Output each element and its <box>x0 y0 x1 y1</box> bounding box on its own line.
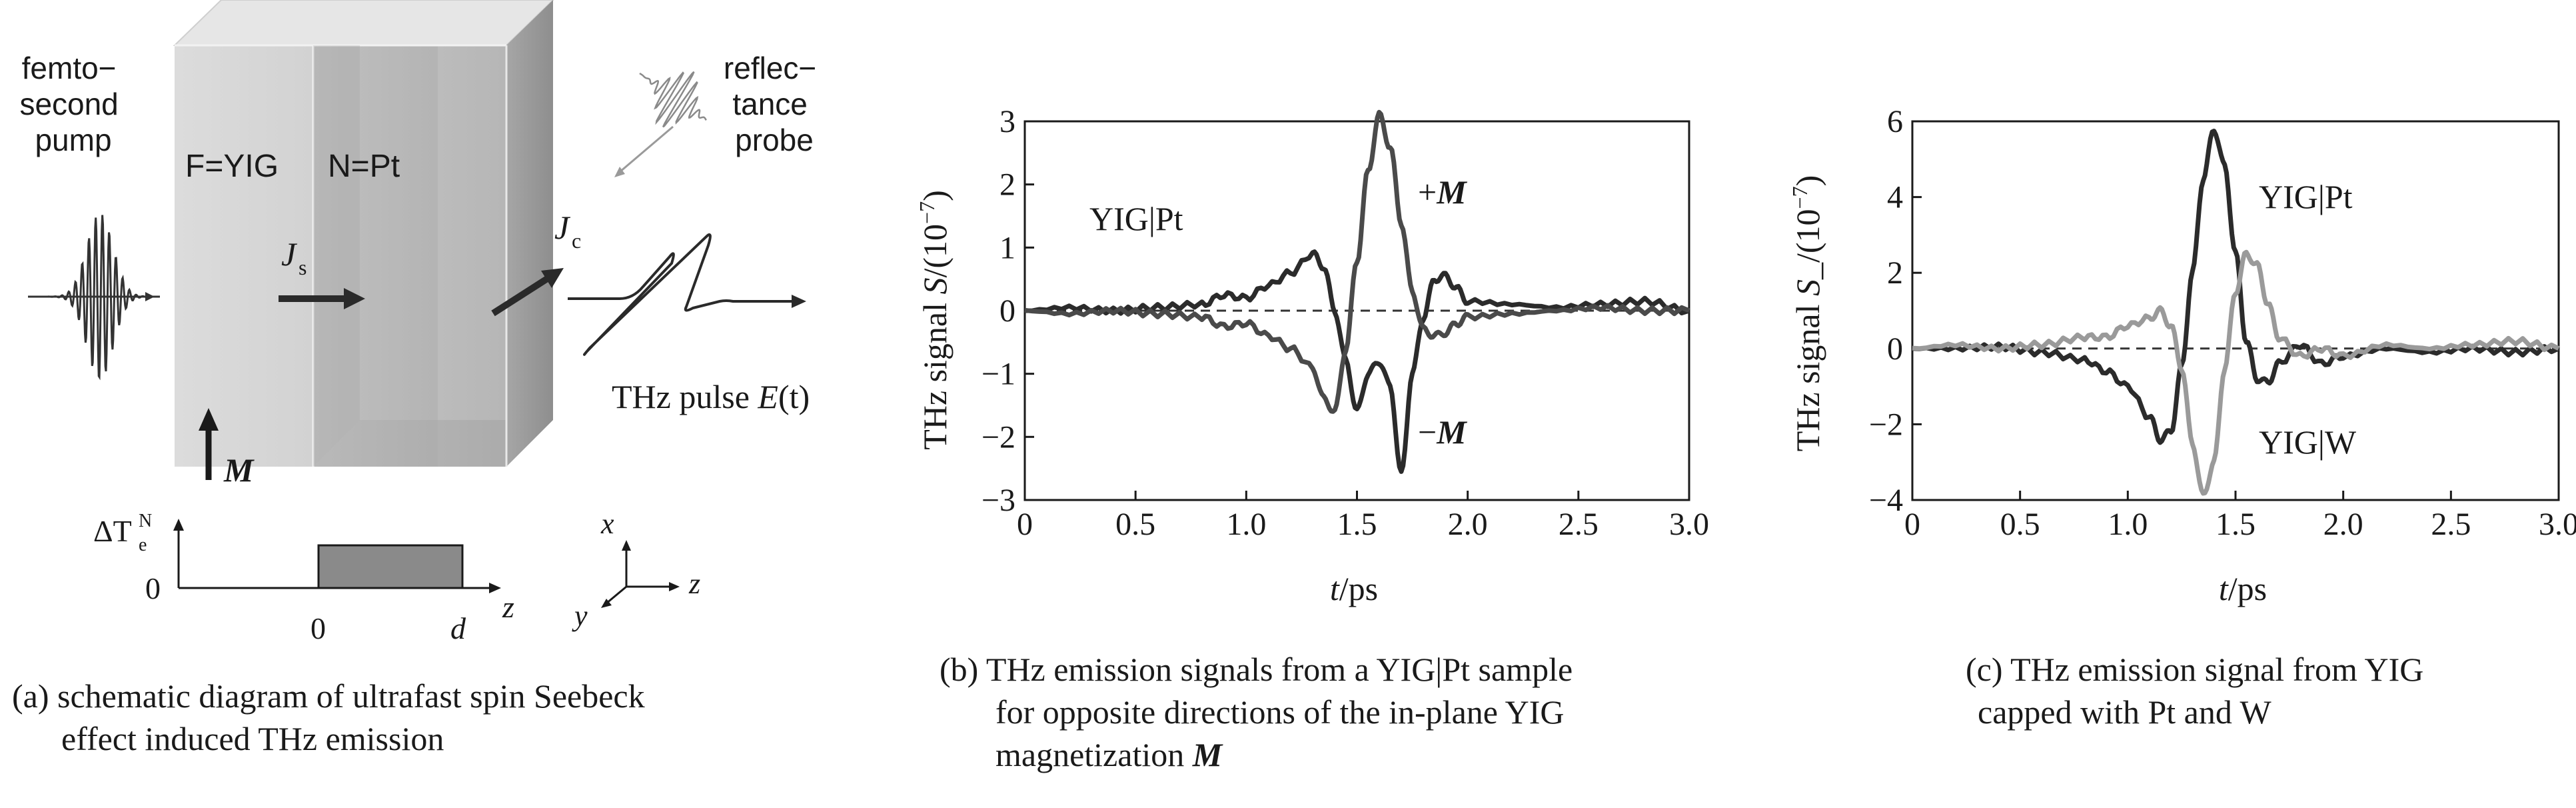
chart-b: THz signal S/(10−7) t/ps YIG|Pt +M −M 0 0… <box>915 104 1709 607</box>
chart-c-plot-frame <box>1911 120 2560 501</box>
chart-b-xtick-label: 0 <box>1017 507 1033 542</box>
chart-c-ytick-label: 0 <box>1887 331 1903 367</box>
chart-c-xtick-label: 2.0 <box>2323 507 2363 542</box>
chart-b-xlabel: t/ps <box>1330 570 1378 607</box>
chart-c-series-0 <box>1912 129 2560 445</box>
chart-c-xtick-label: 2.5 <box>2431 507 2471 542</box>
pump-pulse-icon <box>28 215 160 381</box>
panel-a: F=YIG N=Pt femto− second pump reflec− ta… <box>0 0 886 808</box>
svg-text:e: e <box>139 535 147 555</box>
chart-b-ytick-label: −2 <box>981 419 1015 455</box>
probe-pulse-icon <box>614 71 707 177</box>
chart-c-ytick-label: −4 <box>1869 483 1903 518</box>
chart-b-ytick-label: −3 <box>981 483 1015 518</box>
chart-b-label-plus-m: +M <box>1418 173 1467 211</box>
svg-text:x: x <box>600 507 614 540</box>
chart-b-ytick-label: 3 <box>999 104 1015 139</box>
chart-c-ytick-label: 4 <box>1887 180 1903 215</box>
chart-c-xtick-label: 0 <box>1904 507 1920 542</box>
coordinate-axes-icon: x z y <box>572 507 700 632</box>
chart-b-ytick-label: 2 <box>999 167 1015 203</box>
schematic-diagram: F=YIG N=Pt femto− second pump reflec− ta… <box>19 0 825 645</box>
chart-c-label-yigpt: YIG|Pt <box>2259 178 2353 215</box>
chart-c-label-yigw: YIG|W <box>2259 423 2357 461</box>
chart-b-ylabel: THz signal S/(10−7) <box>915 190 954 450</box>
svg-text:s: s <box>299 255 307 279</box>
chart-b-xtick-label: 2.5 <box>1559 507 1599 542</box>
chart-c-ytick-label: 6 <box>1887 104 1903 139</box>
pump-label: femto− second pump <box>19 51 127 157</box>
chart-c-xtick-label: 3.0 <box>2539 507 2576 542</box>
chart-c-xtick-label: 1.0 <box>2108 507 2148 542</box>
chart-b-ytick-label: −1 <box>981 357 1015 392</box>
f-label: F=YIG <box>185 149 279 184</box>
temperature-profile: ΔT e N 0 0 d z <box>93 511 514 645</box>
chart-b-series-1 <box>1024 109 1690 414</box>
caption-b: (b) THz emission signals from a YIG|Pt s… <box>940 651 1573 773</box>
svg-text:N: N <box>139 511 152 531</box>
magnetization-arrow: M <box>199 408 255 489</box>
caption-c: (c) THz emission signal from YIG capped … <box>1966 651 2424 731</box>
svg-text:y: y <box>572 599 588 632</box>
chart-c-xtick-label: 0.5 <box>2000 507 2040 542</box>
svg-text:J: J <box>281 235 298 273</box>
svg-text:ΔT: ΔT <box>93 514 132 548</box>
chart-b-xtick-label: 1.0 <box>1226 507 1266 542</box>
svg-text:J: J <box>554 209 571 246</box>
n-label: N=Pt <box>328 149 400 184</box>
panel-b: THz signal S/(10−7) t/ps YIG|Pt +M −M 0 0… <box>900 0 1766 808</box>
svg-text:z: z <box>502 590 514 624</box>
svg-text:d: d <box>450 611 466 645</box>
chart-b-xtick-label: 3.0 <box>1669 507 1709 542</box>
caption-a: (a) schematic diagram of ultrafast spin … <box>12 677 645 757</box>
svg-text:0: 0 <box>145 571 161 605</box>
chart-b-ytick-label: 0 <box>999 293 1015 329</box>
svg-text:M: M <box>223 451 255 489</box>
svg-text:0: 0 <box>311 611 326 645</box>
thz-pulse-label: THz pulse E(t) <box>612 378 810 415</box>
chart-c-xtick-label: 1.5 <box>2216 507 2255 542</box>
svg-text:z: z <box>688 567 700 600</box>
probe-label: reflec− tance probe <box>724 51 825 157</box>
panel-c: THz signal S_/(10−7) t/ps YIG|Pt YIG|W 0… <box>1772 0 2576 808</box>
chart-b-xtick-label: 2.0 <box>1448 507 1488 542</box>
chart-b-xtick-label: 1.5 <box>1337 507 1377 542</box>
chart-c-series-1 <box>1912 249 2560 496</box>
spin-current-arrow: J s <box>279 235 365 309</box>
thz-pulse-icon <box>568 233 806 356</box>
chart-c-ytick-label: −2 <box>1869 407 1903 442</box>
chart-b-label-minus-m: −M <box>1418 413 1467 451</box>
chart-b-label-yigpt: YIG|Pt <box>1089 200 1183 237</box>
charge-current-arrow: J c <box>491 209 581 317</box>
chart-b-xtick-label: 0.5 <box>1115 507 1155 542</box>
chart-c-ytick-label: 2 <box>1887 255 1903 291</box>
sample-block <box>173 0 554 467</box>
chart-c-ylabel: THz signal S_/(10−7) <box>1788 175 1826 452</box>
chart-c-xlabel: t/ps <box>2219 570 2267 607</box>
chart-c: THz signal S_/(10−7) t/ps YIG|Pt YIG|W 0… <box>1788 104 2576 607</box>
chart-b-ytick-label: 1 <box>999 230 1015 265</box>
svg-text:c: c <box>572 229 581 253</box>
chart-b-series-0 <box>1024 249 1690 474</box>
